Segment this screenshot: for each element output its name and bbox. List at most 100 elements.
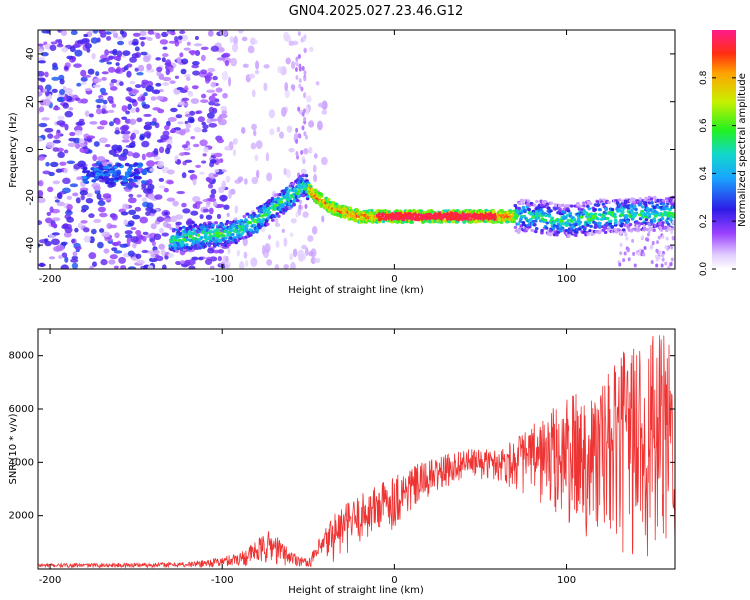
heatmap-speckle: [51, 232, 60, 236]
heatmap-ridge: [216, 234, 221, 238]
heatmap-speckle: [156, 71, 162, 77]
heatmap-speckle: [73, 63, 82, 68]
heatmap-cluster: [127, 178, 133, 182]
heatmap-speckle: [44, 127, 54, 133]
heatmap-speckle: [92, 261, 97, 267]
heatmap-speckle: [274, 222, 281, 228]
y-tick-label: -40: [25, 237, 36, 253]
heatmap-ridge: [595, 200, 600, 204]
heatmap-speckle: [148, 257, 158, 263]
heatmap-speckle: [166, 180, 174, 185]
heatmap-speckle: [51, 223, 58, 228]
heatmap-speckle: [208, 207, 214, 215]
heatmap-speckle: [90, 228, 97, 235]
heatmap-ridge: [631, 211, 635, 215]
heatmap-speckle: [301, 252, 307, 261]
heatmap-speckle: [299, 199, 303, 205]
heatmap-speckle: [193, 126, 201, 133]
heatmap-speckle: [43, 238, 49, 242]
heatmap-speckle: [295, 127, 299, 133]
heatmap-speckle: [116, 50, 123, 58]
heatmap-ridge: [518, 219, 523, 223]
heatmap-speckle: [52, 180, 61, 185]
heatmap-cluster: [95, 172, 101, 176]
heatmap-ridge: [226, 233, 230, 237]
heatmap-ridge: [267, 210, 272, 215]
heatmap-ridge: [186, 237, 190, 242]
heatmap-speckle: [134, 206, 142, 212]
heatmap-speckle: [71, 238, 76, 244]
heatmap-speckle: [142, 55, 151, 63]
heatmap-speckle: [143, 92, 148, 97]
heatmap-ridge: [233, 217, 238, 221]
heatmap-ridge: [633, 205, 637, 209]
heatmap-ridge: [667, 211, 672, 215]
heatmap-ridge: [199, 235, 204, 240]
heatmap-speckle: [643, 226, 647, 231]
heatmap-speckle: [202, 208, 210, 213]
heatmap-speckle: [132, 152, 140, 159]
heatmap-speckle: [64, 87, 73, 95]
heatmap-ridge: [566, 218, 571, 223]
heatmap-speckle: [241, 36, 248, 42]
heatmap-ridge: [245, 212, 250, 216]
heatmap-speckle: [657, 235, 661, 240]
heatmap-ridge: [619, 213, 624, 217]
heatmap-speckle: [141, 82, 147, 89]
heatmap-ridge: [566, 234, 571, 238]
heatmap-speckle: [115, 62, 120, 66]
heatmap-speckle: [126, 151, 134, 157]
heatmap-ridge: [615, 201, 620, 205]
heatmap-speckle: [303, 70, 307, 76]
heatmap-speckle: [112, 153, 120, 157]
heatmap-speckle: [202, 124, 209, 130]
heatmap-speckle: [181, 58, 189, 65]
heatmap-ridge: [600, 225, 605, 229]
heatmap-ridge: [549, 209, 553, 213]
heatmap-speckle: [672, 220, 675, 225]
heatmap-speckle: [177, 35, 183, 40]
heatmap-speckle: [205, 203, 211, 208]
heatmap-speckle: [201, 160, 207, 164]
heatmap-speckle: [661, 253, 665, 258]
heatmap-ridge: [649, 221, 654, 225]
heatmap-ridge: [614, 230, 619, 234]
heatmap-speckle: [38, 70, 45, 77]
heatmap-speckle: [650, 244, 654, 249]
heatmap-ridge: [221, 234, 226, 238]
heatmap-speckle: [223, 204, 230, 210]
heatmap-speckle: [80, 220, 88, 224]
heatmap-speckle: [635, 224, 639, 229]
heatmap-ridge: [664, 197, 669, 201]
heatmap-speckle: [290, 60, 296, 70]
heatmap-ridge: [613, 227, 618, 232]
heatmap-speckle: [38, 106, 45, 113]
heatmap-speckle: [210, 188, 217, 195]
heatmap-speckle: [65, 95, 73, 102]
heatmap-speckle: [304, 203, 308, 209]
heatmap-ridge: [227, 243, 231, 247]
heatmap-ridge: [586, 223, 590, 227]
heatmap-speckle: [667, 245, 671, 250]
heatmap-speckle: [149, 168, 155, 172]
heatmap-speckle: [45, 217, 53, 224]
heatmap-ridge: [550, 216, 555, 220]
heatmap-speckle: [637, 251, 641, 256]
heatmap-speckle: [38, 60, 46, 64]
heatmap-speckle: [236, 249, 241, 257]
heatmap-ridge: [549, 201, 554, 205]
spectrogram-xlabel: Height of straight line (km): [288, 285, 424, 296]
heatmap-speckle: [225, 255, 229, 263]
heatmap-speckle: [80, 76, 88, 82]
heatmap-speckle: [624, 232, 628, 237]
heatmap-ridge: [265, 222, 270, 226]
heatmap-speckle: [38, 85, 44, 90]
heatmap-speckle: [632, 251, 636, 256]
heatmap-speckle: [286, 125, 293, 133]
heatmap-ridge: [574, 230, 579, 234]
snr-panel: -200 -100 0 100 2000 4000 6000 8000 Height of …: [8, 328, 676, 596]
heatmap-speckle: [147, 250, 154, 254]
heatmap-speckle: [306, 95, 312, 103]
heatmap-speckle: [276, 126, 281, 133]
heatmap-speckle: [190, 210, 199, 216]
